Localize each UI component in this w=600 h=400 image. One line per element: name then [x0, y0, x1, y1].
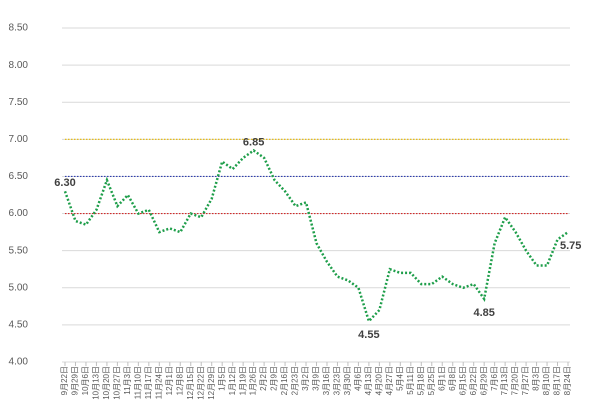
x-tick-label: 5月11日 — [406, 366, 415, 395]
x-tick-label: 5月4日 — [395, 366, 404, 391]
data-label: 4.55 — [358, 329, 379, 341]
x-tick-label: 11月3日 — [123, 366, 132, 395]
y-tick-label: 7.00 — [9, 134, 29, 145]
x-tick-label: 9月29日 — [71, 366, 80, 395]
x-tick-label: 1月5日 — [217, 366, 226, 391]
y-tick-label: 7.50 — [9, 97, 29, 108]
x-tick-label: 3月9日 — [312, 366, 321, 391]
x-tick-label: 11月17日 — [144, 366, 153, 399]
x-tick-label: 2月23日 — [291, 366, 300, 395]
x-tick-label: 2月9日 — [270, 366, 279, 391]
series-line — [63, 148, 569, 324]
x-tick-label: 9月22日 — [60, 366, 69, 395]
x-tick-label: 7月27日 — [521, 366, 530, 395]
x-tick-label: 8月3日 — [532, 366, 541, 391]
x-tick-label: 5月18日 — [416, 366, 425, 395]
data-label: 4.85 — [473, 307, 494, 319]
x-tick-label: 10月13日 — [92, 366, 101, 400]
x-tick-label: 6月22日 — [469, 366, 478, 395]
x-tick-label: 2月16日 — [280, 366, 289, 395]
x-tick-label: 3月16日 — [322, 366, 331, 395]
y-tick-label: 6.00 — [9, 208, 29, 219]
x-tick-label: 12月15日 — [186, 366, 195, 400]
x-tick-label: 5月25日 — [427, 366, 436, 395]
x-tick-label: 7月20日 — [511, 366, 520, 395]
x-tick-label: 1月12日 — [228, 366, 237, 395]
x-tick-label: 2月2日 — [259, 366, 268, 391]
y-tick-label: 8.50 — [9, 23, 29, 34]
x-tick-label: 7月13日 — [500, 366, 509, 395]
x-tick-label: 7月6日 — [490, 366, 499, 391]
x-tick-label: 6月1日 — [437, 366, 446, 391]
x-tick-label: 6月8日 — [448, 366, 457, 391]
x-tick-label: 3月23日 — [333, 366, 342, 395]
x-tick-label: 12月22日 — [196, 366, 205, 400]
x-tick-label: 4月27日 — [385, 366, 394, 395]
data-label: 6.30 — [54, 177, 75, 189]
x-tick-label: 4月20日 — [374, 366, 383, 395]
x-tick-label: 11月10日 — [133, 366, 142, 399]
x-tick-label: 4月13日 — [364, 366, 373, 395]
x-tick-label: 6月15日 — [458, 366, 467, 395]
x-tick-label: 3月2日 — [301, 366, 310, 391]
x-tick-label: 10月27日 — [113, 366, 122, 400]
x-tick-label: 8月17日 — [553, 366, 562, 395]
x-tick-label: 10月20日 — [102, 366, 111, 400]
y-tick-label: 4.50 — [9, 320, 29, 331]
x-tick-label: 3月30日 — [343, 366, 352, 395]
x-tick-label: 12月8日 — [175, 366, 184, 395]
x-tick-label: 12月29日 — [207, 366, 216, 400]
x-tick-label: 8月10日 — [542, 366, 551, 395]
x-tick-label: 11月24日 — [154, 366, 163, 399]
y-tick-label: 6.50 — [9, 171, 29, 182]
x-tick-label: 12月1日 — [165, 366, 174, 395]
y-tick-label: 8.00 — [9, 60, 29, 71]
x-tick-label: 8月24日 — [563, 366, 572, 395]
x-tick-label: 1月26日 — [249, 366, 258, 395]
x-tick-label: 1月19日 — [238, 366, 247, 395]
data-label: 6.85 — [243, 136, 264, 148]
y-tick-label: 4.00 — [9, 357, 29, 368]
y-tick-label: 5.00 — [9, 282, 29, 293]
x-tick-label: 6月29日 — [479, 366, 488, 395]
x-tick-label: 10月6日 — [81, 366, 90, 395]
y-tick-label: 5.50 — [9, 245, 29, 256]
x-tick-label: 4月6日 — [354, 366, 363, 391]
data-label: 5.75 — [560, 240, 581, 252]
